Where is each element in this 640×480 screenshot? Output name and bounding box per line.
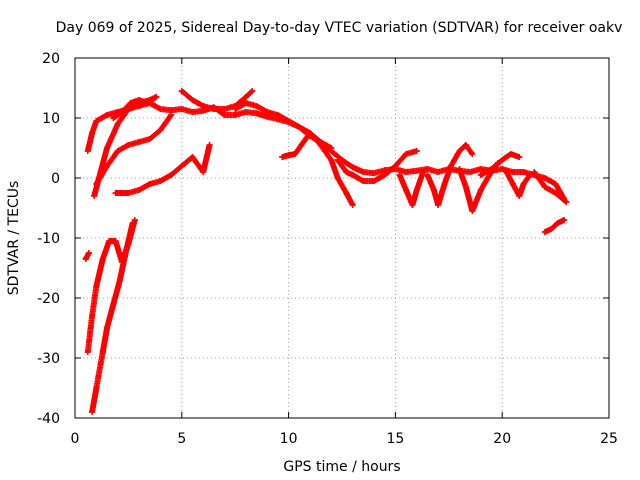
x-tick-label: 10 bbox=[280, 431, 298, 447]
y-tick-label: 10 bbox=[42, 111, 60, 127]
y-axis-label: SDTVAR / TECUs bbox=[6, 181, 22, 296]
series-markers bbox=[541, 217, 568, 235]
plot-frame bbox=[74, 57, 610, 419]
series-markers bbox=[334, 148, 420, 184]
series-markers bbox=[531, 169, 570, 205]
x-tick-label: 15 bbox=[386, 431, 404, 447]
series-arc-16 bbox=[477, 151, 523, 178]
x-tick-labels: 0 5 10 15 20 25 bbox=[71, 431, 618, 447]
chart-title: Day 069 of 2025, Sidereal Day-to-day VTE… bbox=[56, 20, 623, 36]
series-arc-4 bbox=[93, 112, 175, 187]
x-tick-label: 20 bbox=[493, 431, 511, 447]
series-arc-5 bbox=[112, 142, 213, 196]
series-arc-17 bbox=[503, 169, 533, 199]
y-tick-label: -40 bbox=[37, 411, 60, 427]
series-markers bbox=[396, 169, 427, 208]
series-markers bbox=[424, 142, 476, 208]
y-tick-label: 20 bbox=[42, 51, 60, 67]
series-markers bbox=[110, 94, 160, 121]
series-arc-9 bbox=[82, 250, 92, 262]
y-tick-labels: -40 -30 -20 -10 0 10 20 bbox=[37, 51, 60, 427]
y-tick-label: -20 bbox=[37, 291, 60, 307]
series-arc-13 bbox=[396, 169, 427, 208]
x-tick-label: 5 bbox=[177, 431, 186, 447]
series-markers bbox=[477, 151, 523, 178]
data-points bbox=[82, 88, 570, 415]
series-arc-20 bbox=[232, 100, 335, 151]
series-markers bbox=[178, 88, 256, 112]
series-arc-12 bbox=[334, 148, 420, 184]
series-markers bbox=[82, 250, 92, 262]
series-markers bbox=[503, 169, 533, 199]
x-tick-label: 0 bbox=[71, 431, 80, 447]
series-markers bbox=[112, 142, 213, 196]
series-arc-18 bbox=[531, 169, 570, 205]
series-markers bbox=[89, 220, 136, 415]
series-arc-19 bbox=[541, 217, 568, 235]
series-arc-3 bbox=[110, 94, 160, 121]
x-axis-label: GPS time / hours bbox=[283, 459, 400, 475]
series-markers bbox=[232, 100, 335, 151]
y-tick-label: -10 bbox=[37, 231, 60, 247]
y-tick-label: 0 bbox=[51, 171, 60, 187]
x-tick-label: 25 bbox=[600, 431, 618, 447]
series-arc-14 bbox=[424, 142, 476, 208]
series-markers bbox=[93, 112, 175, 187]
y-tick-label: -30 bbox=[37, 351, 60, 367]
series-arc-8 bbox=[89, 220, 136, 415]
